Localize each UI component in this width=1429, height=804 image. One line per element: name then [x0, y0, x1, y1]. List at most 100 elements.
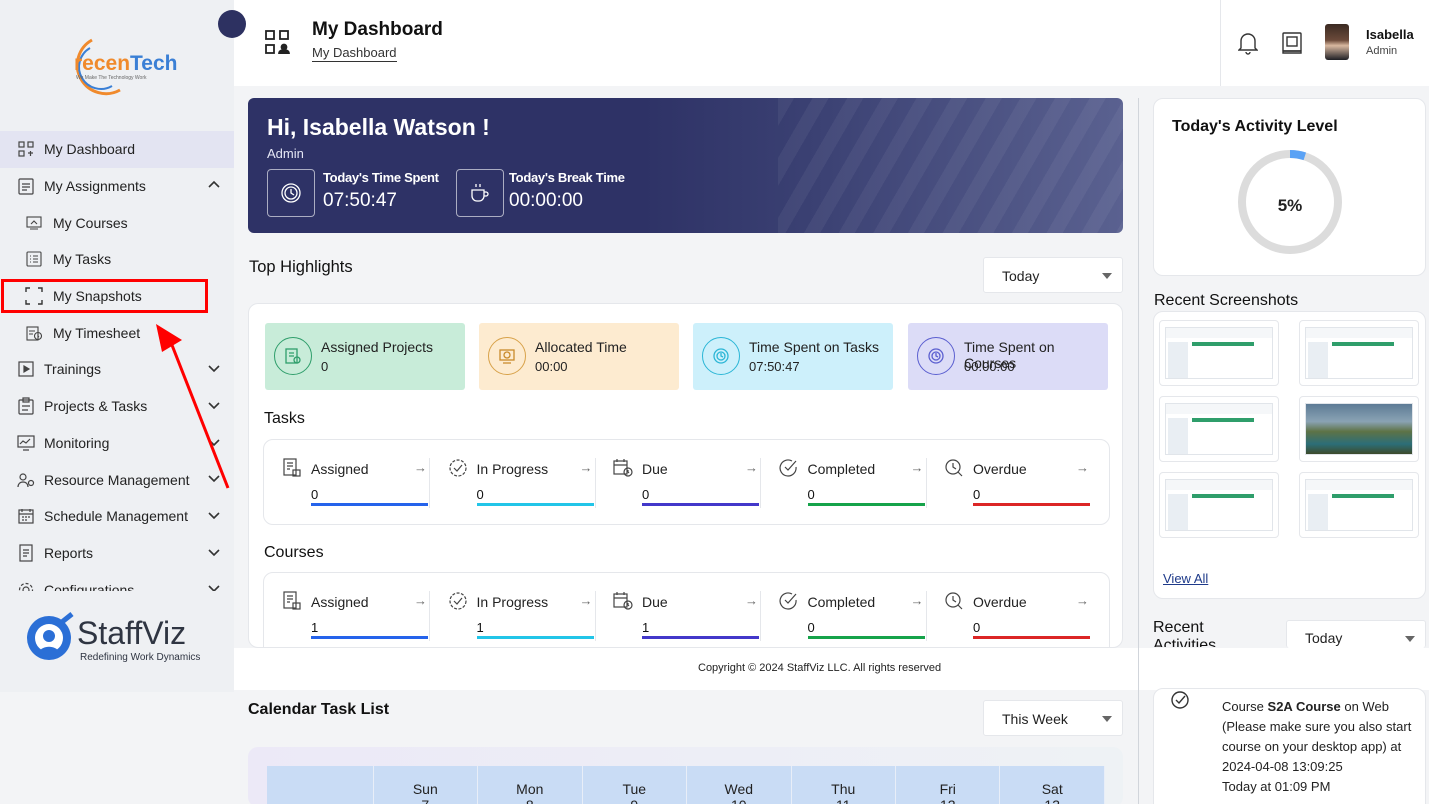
activity-level-title: Today's Activity Level [1172, 118, 1338, 135]
stat-color-bar [807, 636, 925, 639]
chevron-down-icon[interactable] [208, 546, 220, 558]
stat-due[interactable]: Due → 0 [595, 440, 761, 526]
stat-completed[interactable]: Completed → 0 [761, 440, 927, 526]
tasks-stats-row: Assigned → 0 In Progress → 0 Due → 0 Completed → 0 O… [263, 439, 1110, 525]
chevron-up-icon[interactable] [208, 179, 220, 191]
stat-color-bar [642, 636, 759, 639]
handbook-icon[interactable] [1282, 32, 1302, 54]
sidebar-item-my-snapshots[interactable]: My Snapshots [0, 278, 234, 315]
sidebar-item-trainings[interactable]: Trainings [0, 351, 234, 388]
sidebar-item-projects-tasks[interactable]: Projects & Tasks [0, 388, 234, 425]
screenshot-thumbnail[interactable] [1159, 396, 1279, 462]
breadcrumb[interactable]: My Dashboard [312, 45, 397, 62]
chevron-down-icon[interactable] [208, 509, 220, 521]
highlight-card-time-on-courses[interactable]: Time Spent on Courses 00:00:00 [908, 323, 1108, 390]
stat-value: 0 [807, 620, 815, 635]
arrow-right-icon[interactable]: → [579, 460, 593, 475]
highlight-card-assigned-projects[interactable]: Assigned Projects 0 [265, 323, 465, 390]
user-role: Admin [1366, 45, 1398, 57]
arrow-right-icon[interactable]: → [579, 593, 593, 608]
overdue-icon [944, 458, 964, 483]
top-highlights-title: Top Highlights [249, 258, 353, 276]
stat-label: Assigned [311, 461, 369, 477]
overdue-icon [944, 591, 964, 616]
sidebar-item-my-timesheet[interactable]: My Timesheet [0, 314, 234, 351]
activity-time: Today at 01:09 PM [1222, 779, 1331, 794]
screenshot-thumbnail[interactable] [1159, 320, 1279, 386]
highlights-period-select[interactable]: Today [983, 257, 1123, 293]
calendar-day-header: Mon8 [478, 766, 583, 804]
check-circle-icon [1171, 691, 1189, 709]
stat-completed[interactable]: Completed → 0 [761, 573, 927, 647]
sidebar: recen Tech We Make The Technology Work M… [0, 0, 234, 692]
activities-period-select[interactable]: Today [1286, 620, 1426, 648]
chevron-down-icon[interactable] [208, 399, 220, 411]
screenshot-thumbnail[interactable] [1299, 320, 1419, 386]
stat-overdue[interactable]: Overdue → 0 [926, 573, 1091, 647]
bell-icon[interactable] [1238, 31, 1258, 55]
sidebar-item-my-dashboard[interactable]: My Dashboard [0, 131, 234, 168]
arrow-right-icon[interactable]: → [414, 460, 427, 475]
stat-color-bar [973, 503, 1090, 506]
staffviz-logo: StaffViz Redefining Work Dynamics [27, 612, 200, 663]
sidebar-item-my-assignments[interactable]: My Assignments [0, 168, 234, 205]
arrow-right-icon[interactable]: → [910, 593, 924, 608]
arrow-right-icon[interactable]: → [1076, 460, 1089, 475]
day-date: 8 [478, 797, 581, 804]
activity-course-name: S2A Course [1267, 699, 1341, 714]
view-all-link[interactable]: View All [1163, 571, 1209, 586]
stat-value: 0 [642, 487, 650, 502]
activity-description: Course S2A Course on Web (Please make su… [1222, 697, 1422, 797]
chevron-down-icon[interactable] [208, 362, 220, 374]
chevron-down-icon[interactable] [208, 472, 220, 484]
screenshot-thumbnail[interactable] [1159, 472, 1279, 538]
stat-due[interactable]: Due → 1 [595, 573, 761, 647]
sidebar-nav: My Dashboard My Assignments My Courses M… [0, 131, 234, 591]
sidebar-item-schedule-management[interactable]: Schedule Management [0, 498, 234, 535]
stat-divider [925, 591, 927, 641]
arrow-right-icon[interactable]: → [910, 460, 924, 475]
sidebar-item-my-tasks[interactable]: My Tasks [0, 241, 234, 278]
calendar-day-header: Sun7 [374, 766, 479, 804]
sidebar-item-label: Resource Management [44, 471, 190, 488]
activity-percent: 5% [1277, 196, 1303, 215]
stat-divider [429, 591, 430, 641]
top-header: My Dashboard My Dashboard Isabella Admin [234, 0, 1429, 86]
recent-activities-title: Recent Activities [1153, 619, 1217, 647]
arrow-right-icon[interactable]: → [745, 460, 758, 475]
stat-divider [594, 458, 596, 508]
highlight-card-allocated-time[interactable]: Allocated Time 00:00 [479, 323, 679, 390]
sidebar-item-label: Reports [44, 544, 94, 561]
stat-assigned[interactable]: Assigned → 0 [264, 440, 430, 526]
stat-color-bar [642, 503, 759, 506]
arrow-right-icon[interactable]: → [745, 593, 758, 608]
sidebar-item-resource-management[interactable]: Resource Management [0, 461, 234, 498]
stat-label: Overdue [973, 461, 1027, 477]
user-name[interactable]: Isabella [1366, 27, 1414, 42]
stat-label: Overdue [973, 594, 1027, 610]
sidebar-item-reports[interactable]: Reports [0, 535, 234, 572]
sidebar-item-label: My Snapshots [53, 288, 142, 305]
break-time-label: Today's Break Time [509, 170, 625, 185]
sidebar-item-my-courses[interactable]: My Courses [0, 204, 234, 241]
sidebar-toggle-button[interactable] [218, 10, 246, 38]
highlight-card-time-on-tasks[interactable]: Time Spent on Tasks 07:50:47 [693, 323, 893, 390]
screenshot-thumbnail[interactable] [1299, 472, 1419, 538]
stat-assigned[interactable]: Assigned → 1 [264, 573, 430, 647]
stat-in-progress[interactable]: In Progress → 1 [430, 573, 596, 647]
screenshot-thumbnail[interactable] [1299, 396, 1419, 462]
avatar[interactable] [1325, 24, 1349, 60]
annotation-arrow [156, 324, 230, 489]
stat-value: 0 [973, 620, 981, 635]
calendar-period-select[interactable]: This Week [983, 700, 1123, 736]
reports-icon [16, 543, 36, 563]
sidebar-item-label: Projects & Tasks [44, 398, 148, 415]
highlight-value: 00:00 [535, 359, 568, 374]
chevron-down-icon[interactable] [208, 582, 220, 591]
stat-in-progress[interactable]: In Progress → 0 [430, 440, 596, 526]
stat-overdue[interactable]: Overdue → 0 [926, 440, 1091, 526]
stat-label: Due [642, 461, 668, 477]
arrow-right-icon[interactable]: → [1076, 593, 1089, 608]
sidebar-item-configurations[interactable]: Configurations [0, 571, 234, 591]
arrow-right-icon[interactable]: → [414, 593, 427, 608]
